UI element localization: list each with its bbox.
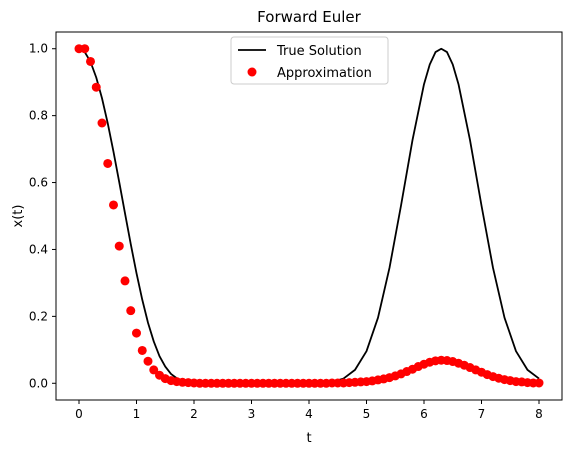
x-tick-label: 5	[363, 407, 371, 421]
approximation-point	[137, 345, 147, 355]
approximation-point	[103, 158, 113, 168]
legend-marker-swatch	[247, 67, 257, 77]
true-solution-line	[78, 47, 540, 385]
x-tick-label: 3	[248, 407, 256, 421]
y-tick-label: 0.2	[29, 309, 48, 323]
approximation-point	[132, 328, 141, 338]
approximation-point	[86, 56, 95, 66]
legend-label-approximation: Approximation	[277, 66, 372, 81]
axis-ticks: 0 1 2 3 4 5 6 7 8 0.0 0.2 0.4 0.6 0.8 1.0	[29, 42, 543, 421]
approximation-point	[534, 378, 544, 388]
true-solution-series	[78, 47, 540, 385]
y-tick-label: 1.0	[29, 42, 48, 56]
plot-frame	[55, 31, 563, 401]
legend-label-true-solution: True Solution	[276, 44, 362, 59]
approximation-point	[149, 365, 159, 375]
y-tick-label: 0.6	[29, 176, 48, 190]
approximation-point	[126, 306, 136, 316]
approximation-point	[91, 82, 101, 92]
x-tick-label: 2	[190, 407, 198, 421]
x-tick-label: 8	[535, 407, 543, 421]
approximation-point	[80, 44, 90, 54]
y-tick-label: 0.0	[29, 376, 48, 390]
approximation-point	[143, 356, 153, 366]
x-tick-label: 4	[305, 407, 313, 421]
x-axis-title: t	[306, 431, 311, 446]
x-tick-label: 0	[75, 407, 83, 421]
approximation-point	[120, 276, 130, 286]
approximation-point	[114, 241, 124, 251]
approximation-point	[97, 118, 107, 128]
x-tick-label: 6	[420, 407, 428, 421]
x-tick-label: 7	[478, 407, 486, 421]
y-axis-title: x(t)	[11, 205, 26, 228]
approximation-point	[109, 200, 118, 210]
chart-title: Forward Euler	[257, 8, 361, 26]
legend-box	[230, 36, 389, 85]
x-tick-label: 1	[133, 407, 141, 421]
legend: True Solution Approximation	[230, 36, 389, 85]
y-tick-label: 0.4	[29, 242, 48, 256]
approximation-series	[74, 44, 544, 388]
y-tick-label: 0.8	[29, 109, 48, 123]
